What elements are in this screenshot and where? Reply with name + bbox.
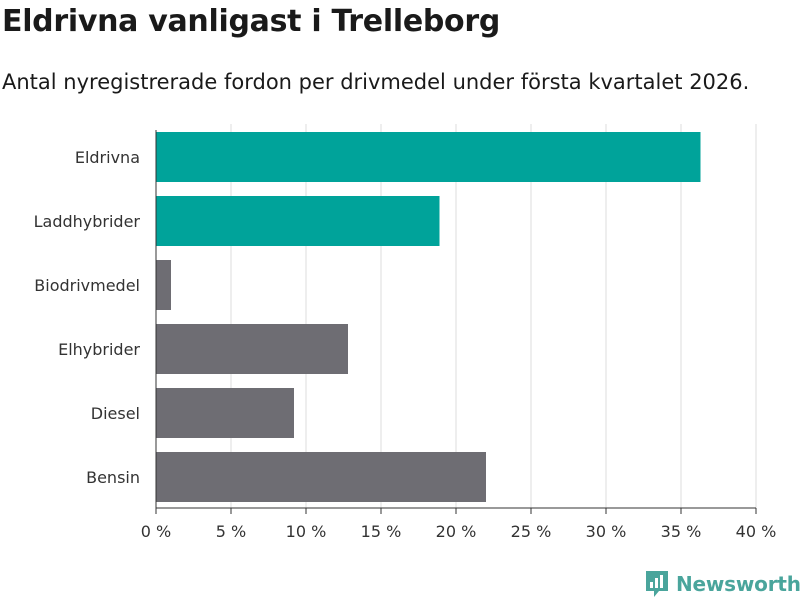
bars <box>156 132 701 502</box>
bar-chart: Eldrivna Laddhybrider Biodrivmedel Elhybrid… <box>34 124 777 541</box>
category-label: Biodrivmedel <box>34 276 140 295</box>
category-label: Elhybrider <box>58 340 140 359</box>
category-label: Diesel <box>91 404 140 423</box>
grid-lines <box>230 124 757 508</box>
tick-label: 20 % <box>436 522 477 541</box>
bar-diesel <box>156 388 294 438</box>
chart-subtitle: Antal nyregistrerade fordon per drivmede… <box>2 70 750 94</box>
tick-label: 5 % <box>216 522 246 541</box>
bar-biodrivmedel <box>156 260 171 310</box>
category-label: Bensin <box>86 468 140 487</box>
brand-name: Newsworthy <box>676 572 800 596</box>
bar-elhybrider <box>156 324 348 374</box>
brand-logo: Newsworthy <box>644 569 800 599</box>
bar-bensin <box>156 452 486 502</box>
tick-label: 0 % <box>141 522 171 541</box>
x-axis-ticks: 0 % 5 % 10 % 15 % 20 % 25 % 30 % 35 % 40 % <box>141 130 777 541</box>
bar-chart-bubble-icon <box>646 571 668 597</box>
tick-label: 15 % <box>361 522 402 541</box>
chart-title: Eldrivna vanligast i Trelleborg <box>2 4 501 39</box>
bar-eldrivna <box>156 132 701 182</box>
tick-label: 25 % <box>511 522 552 541</box>
category-label: Laddhybrider <box>34 212 141 231</box>
bar-laddhybrider <box>156 196 440 246</box>
tick-label: 35 % <box>661 522 702 541</box>
tick-label: 10 % <box>286 522 327 541</box>
category-label: Eldrivna <box>75 148 140 167</box>
tick-label: 30 % <box>586 522 627 541</box>
tick-label: 40 % <box>736 522 777 541</box>
category-labels: Eldrivna Laddhybrider Biodrivmedel Elhybrid… <box>34 148 141 487</box>
